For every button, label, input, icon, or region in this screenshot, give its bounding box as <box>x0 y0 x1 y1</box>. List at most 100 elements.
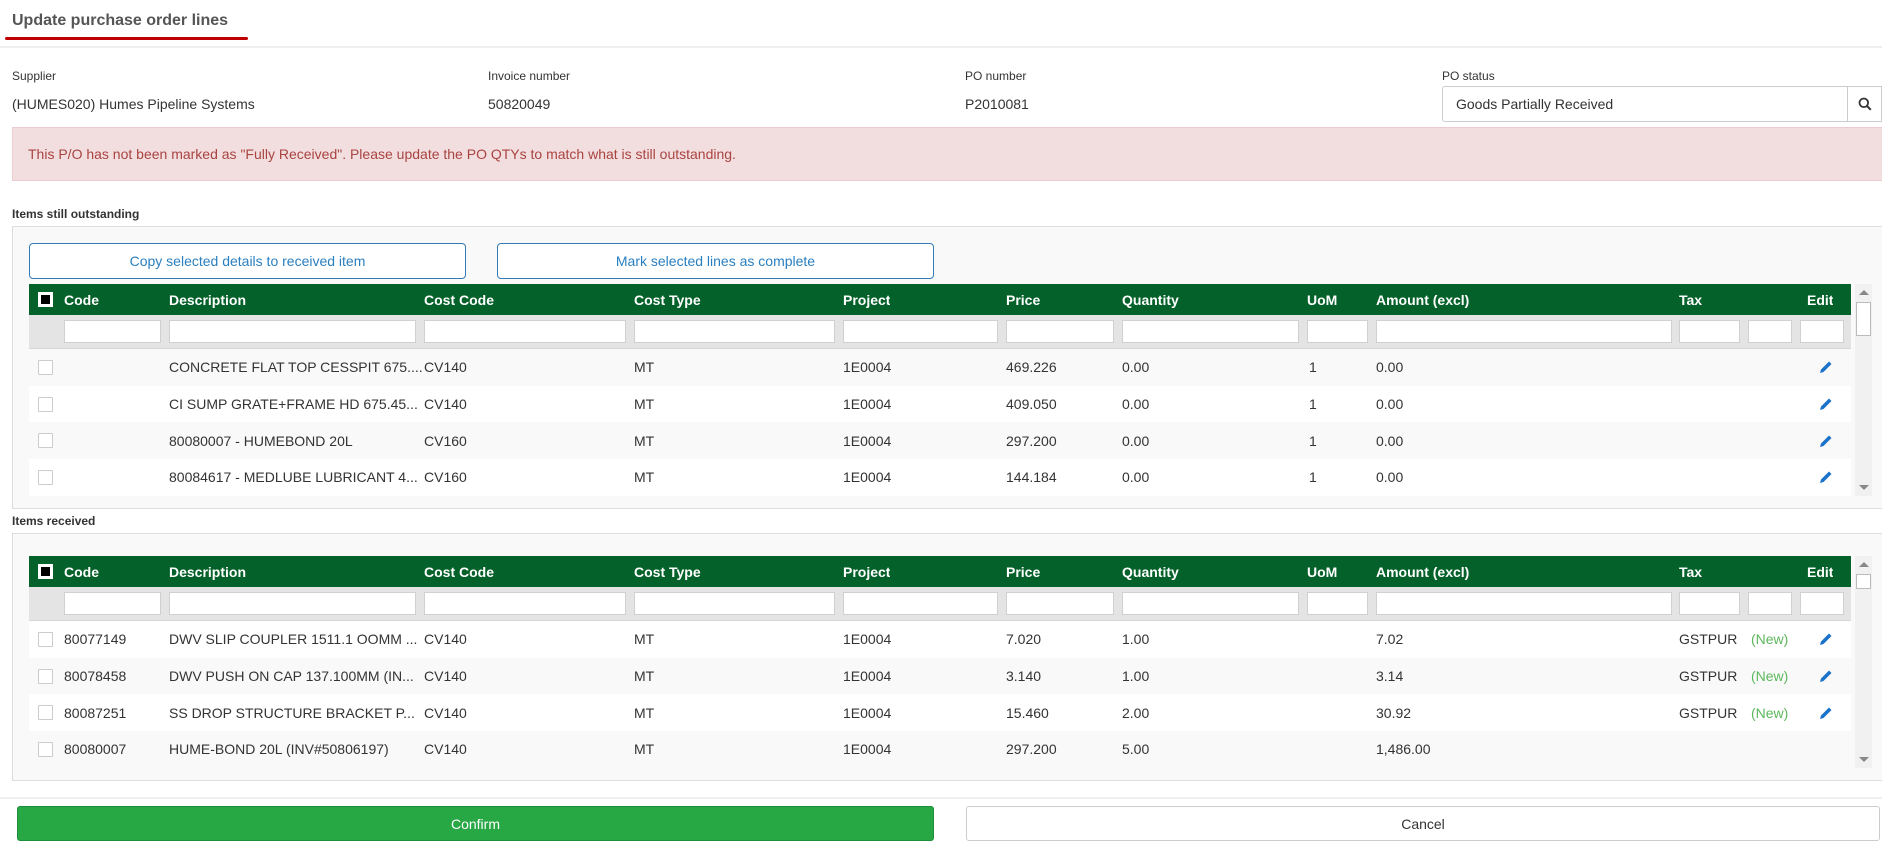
grid-header: Code Description Cost Code Cost Type Pro… <box>29 556 1851 587</box>
filter-tax[interactable] <box>1679 592 1740 615</box>
filter-amount[interactable] <box>1376 320 1672 343</box>
cell-amount: 7.02 <box>1376 631 1404 648</box>
table-row[interactable]: 80078458 DWV PUSH ON CAP 137.100MM (IN..… <box>29 657 1851 695</box>
row-checkbox[interactable] <box>38 742 53 758</box>
filter-cost-code[interactable] <box>424 592 626 615</box>
select-all-checkbox[interactable] <box>38 292 53 307</box>
row-checkbox[interactable] <box>38 632 53 647</box>
filter-amount[interactable] <box>1376 592 1672 615</box>
pencil-icon[interactable] <box>1819 621 1833 658</box>
mark-complete-button[interactable]: Mark selected lines as complete <box>497 243 934 279</box>
cell-amount: 0.00 <box>1376 469 1404 486</box>
col-project[interactable]: Project <box>843 563 891 580</box>
row-checkbox[interactable] <box>38 470 53 486</box>
table-row[interactable]: 80084617 - MEDLUBE LUBRICANT 4... CV160 … <box>29 459 1851 496</box>
pencil-icon[interactable] <box>1819 459 1833 496</box>
supplier-value: (HUMES020) Humes Pipeline Systems <box>12 96 255 112</box>
po-status-input[interactable] <box>1443 87 1846 121</box>
scroll-thumb[interactable] <box>1856 302 1871 336</box>
col-uom[interactable]: UoM <box>1307 291 1338 308</box>
scroll-up-arrow[interactable] <box>1859 562 1869 567</box>
pencil-icon[interactable] <box>1819 658 1833 695</box>
col-description[interactable]: Description <box>169 291 247 308</box>
cell-cost-type: MT <box>634 741 655 758</box>
col-price[interactable]: Price <box>1006 563 1041 580</box>
col-quantity[interactable]: Quantity <box>1122 291 1179 308</box>
filter-uom[interactable] <box>1307 592 1368 615</box>
table-row[interactable]: 80087251 SS DROP STRUCTURE BRACKET P... … <box>29 694 1851 732</box>
cell-quantity: 5.00 <box>1122 741 1150 758</box>
filter-description[interactable] <box>169 592 416 615</box>
scroll-thumb[interactable] <box>1856 574 1871 589</box>
filter-cost-type[interactable] <box>634 592 835 615</box>
cell-cost-code: CV160 <box>424 469 467 486</box>
filter-code[interactable] <box>64 320 161 343</box>
row-checkbox[interactable] <box>38 433 53 449</box>
filter-price[interactable] <box>1006 320 1114 343</box>
col-cost-type[interactable]: Cost Type <box>634 563 701 580</box>
filter-edit[interactable] <box>1800 592 1844 615</box>
supplier-label: Supplier <box>12 69 57 83</box>
cell-tax: GSTPUR <box>1679 704 1738 721</box>
col-project[interactable]: Project <box>843 291 891 308</box>
table-row[interactable]: CI SUMP GRATE+FRAME HD 675.45... CV140 M… <box>29 385 1851 423</box>
row-checkbox[interactable] <box>38 668 53 684</box>
pencil-icon[interactable] <box>1819 386 1833 423</box>
col-code[interactable]: Code <box>64 291 99 308</box>
filter-status[interactable] <box>1748 320 1792 343</box>
outstanding-scrollbar[interactable] <box>1855 284 1872 496</box>
row-checkbox[interactable] <box>38 396 53 412</box>
cell-cost-code: CV140 <box>424 359 467 376</box>
col-cost-code[interactable]: Cost Code <box>424 291 494 308</box>
cancel-button[interactable]: Cancel <box>966 806 1880 841</box>
row-checkbox[interactable] <box>38 360 53 375</box>
col-amount[interactable]: Amount (excl) <box>1376 563 1470 580</box>
filter-description[interactable] <box>169 320 416 343</box>
scroll-down-arrow[interactable] <box>1859 485 1869 490</box>
filter-status[interactable] <box>1748 592 1792 615</box>
filter-project[interactable] <box>843 320 998 343</box>
col-amount[interactable]: Amount (excl) <box>1376 291 1470 308</box>
filter-quantity[interactable] <box>1122 592 1299 615</box>
search-button[interactable] <box>1847 87 1881 121</box>
cell-uom: 1 <box>1309 432 1317 449</box>
scroll-up-arrow[interactable] <box>1859 290 1869 295</box>
filter-code[interactable] <box>64 592 161 615</box>
pencil-icon[interactable] <box>1819 694 1833 731</box>
confirm-button[interactable]: Confirm <box>17 806 934 841</box>
col-code[interactable]: Code <box>64 563 99 580</box>
scroll-down-arrow[interactable] <box>1859 757 1869 762</box>
cell-cost-code: CV160 <box>424 432 467 449</box>
table-row[interactable]: 80077149 DWV SLIP COUPLER 1511.1 OOMM ..… <box>29 621 1851 658</box>
filter-cost-type[interactable] <box>634 320 835 343</box>
filter-price[interactable] <box>1006 592 1114 615</box>
col-tax[interactable]: Tax <box>1679 291 1703 308</box>
pencil-icon[interactable] <box>1819 349 1833 386</box>
filter-quantity[interactable] <box>1122 320 1299 343</box>
col-price[interactable]: Price <box>1006 291 1041 308</box>
cell-cost-type: MT <box>634 359 655 376</box>
col-uom[interactable]: UoM <box>1307 563 1338 580</box>
table-row[interactable]: CONCRETE FLAT TOP CESSPIT 675.... CV140 … <box>29 349 1851 386</box>
copy-to-received-button[interactable]: Copy selected details to received item <box>29 243 466 279</box>
col-quantity[interactable]: Quantity <box>1122 563 1179 580</box>
pencil-icon[interactable] <box>1819 422 1833 459</box>
cell-quantity: 0.00 <box>1122 396 1150 413</box>
filter-uom[interactable] <box>1307 320 1368 343</box>
col-description[interactable]: Description <box>169 563 247 580</box>
col-cost-type[interactable]: Cost Type <box>634 291 701 308</box>
table-row[interactable]: 80080007 HUME-BOND 20L (INV#50806197) CV… <box>29 731 1851 768</box>
filter-cost-code[interactable] <box>424 320 626 343</box>
col-cost-code[interactable]: Cost Code <box>424 563 494 580</box>
received-scrollbar[interactable] <box>1855 556 1872 768</box>
filter-project[interactable] <box>843 592 998 615</box>
select-all-checkbox[interactable] <box>38 564 53 579</box>
po-number-value: P2010081 <box>965 96 1029 112</box>
col-tax[interactable]: Tax <box>1679 563 1703 580</box>
col-edit: Edit <box>1807 563 1834 580</box>
filter-edit[interactable] <box>1800 320 1844 343</box>
po-status-field[interactable] <box>1442 86 1882 122</box>
table-row[interactable]: 80080007 - HUMEBOND 20L CV160 MT 1E0004 … <box>29 422 1851 460</box>
filter-tax[interactable] <box>1679 320 1740 343</box>
row-checkbox[interactable] <box>38 705 53 721</box>
